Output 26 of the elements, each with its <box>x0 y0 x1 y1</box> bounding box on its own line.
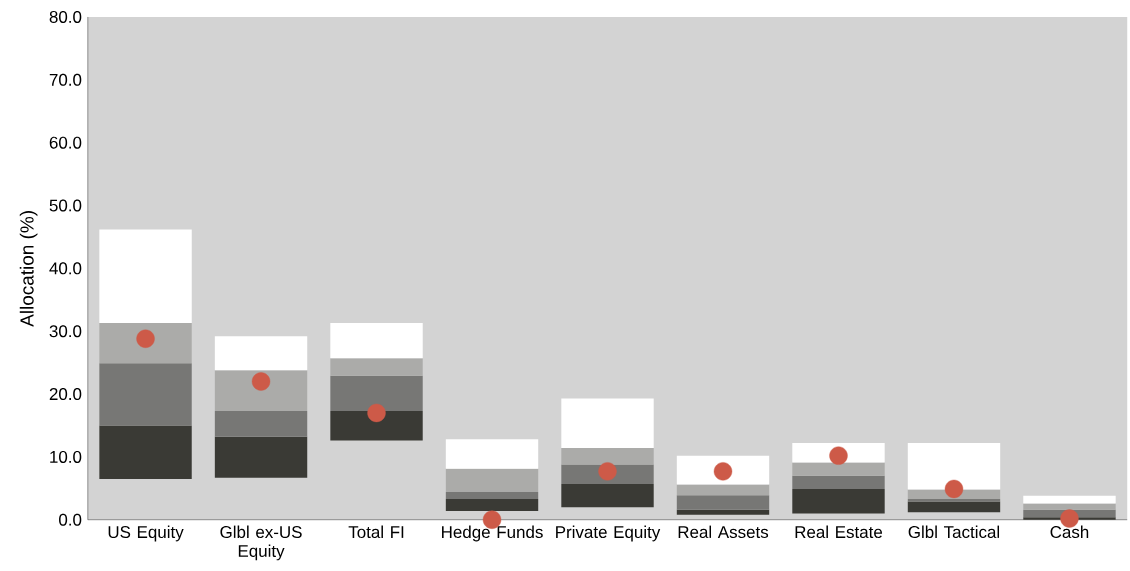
point <box>944 479 964 499</box>
point <box>713 462 733 481</box>
point <box>136 329 155 349</box>
x-tick-label: Hedge Funds <box>442 525 543 542</box>
y-tick-label: 60.0 <box>49 136 82 149</box>
point <box>251 372 271 391</box>
y-tick-label: 30.0 <box>49 325 82 338</box>
point <box>367 403 386 423</box>
y-tick-label: 0.0 <box>59 513 82 526</box>
x-tick-label: Glbl ex-US Equity <box>220 525 302 561</box>
x-tick-label: Total FI <box>348 525 404 539</box>
y-tick-label: 10.0 <box>50 451 82 464</box>
x-tick-label: US Equity <box>108 525 184 542</box>
x-tick-label: Cash <box>1050 525 1089 539</box>
x-tick-label: Private Equity <box>556 525 661 542</box>
x-tick-label: Real Assets <box>678 525 769 539</box>
y-tick-label: 70.0 <box>49 73 82 86</box>
point <box>829 446 848 466</box>
y-tick-label: 20.0 <box>49 388 82 401</box>
y-tick-label: 50.0 <box>49 199 82 212</box>
y-tick-label: 40.0 <box>49 262 82 275</box>
y-axis-title: Allocation (%) <box>19 211 38 327</box>
point <box>598 462 617 481</box>
x-tick-label: Real Estate <box>795 525 883 539</box>
y-tick-label: 80.0 <box>49 11 82 24</box>
x-tick-label: Glbl Tactical <box>908 525 1000 539</box>
